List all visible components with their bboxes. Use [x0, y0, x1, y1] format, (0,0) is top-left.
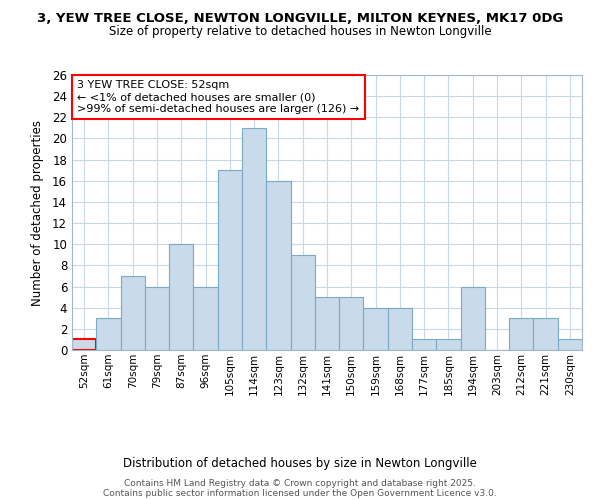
Bar: [218, 170, 242, 350]
Text: Contains HM Land Registry data © Crown copyright and database right 2025.
Contai: Contains HM Land Registry data © Crown c…: [103, 479, 497, 498]
Bar: [96, 318, 121, 350]
Bar: [558, 340, 582, 350]
Bar: [169, 244, 193, 350]
Text: 3 YEW TREE CLOSE: 52sqm
← <1% of detached houses are smaller (0)
>99% of semi-de: 3 YEW TREE CLOSE: 52sqm ← <1% of detache…: [77, 80, 359, 114]
Bar: [266, 181, 290, 350]
Bar: [388, 308, 412, 350]
Bar: [339, 297, 364, 350]
Bar: [242, 128, 266, 350]
Bar: [364, 308, 388, 350]
Bar: [121, 276, 145, 350]
Bar: [509, 318, 533, 350]
Text: 3, YEW TREE CLOSE, NEWTON LONGVILLE, MILTON KEYNES, MK17 0DG: 3, YEW TREE CLOSE, NEWTON LONGVILLE, MIL…: [37, 12, 563, 26]
Text: Distribution of detached houses by size in Newton Longville: Distribution of detached houses by size …: [123, 458, 477, 470]
Bar: [315, 297, 339, 350]
Bar: [72, 340, 96, 350]
Bar: [461, 286, 485, 350]
Bar: [193, 286, 218, 350]
Bar: [533, 318, 558, 350]
Bar: [290, 255, 315, 350]
Bar: [436, 340, 461, 350]
Y-axis label: Number of detached properties: Number of detached properties: [31, 120, 44, 306]
Text: Size of property relative to detached houses in Newton Longville: Size of property relative to detached ho…: [109, 25, 491, 38]
Bar: [145, 286, 169, 350]
Bar: [412, 340, 436, 350]
